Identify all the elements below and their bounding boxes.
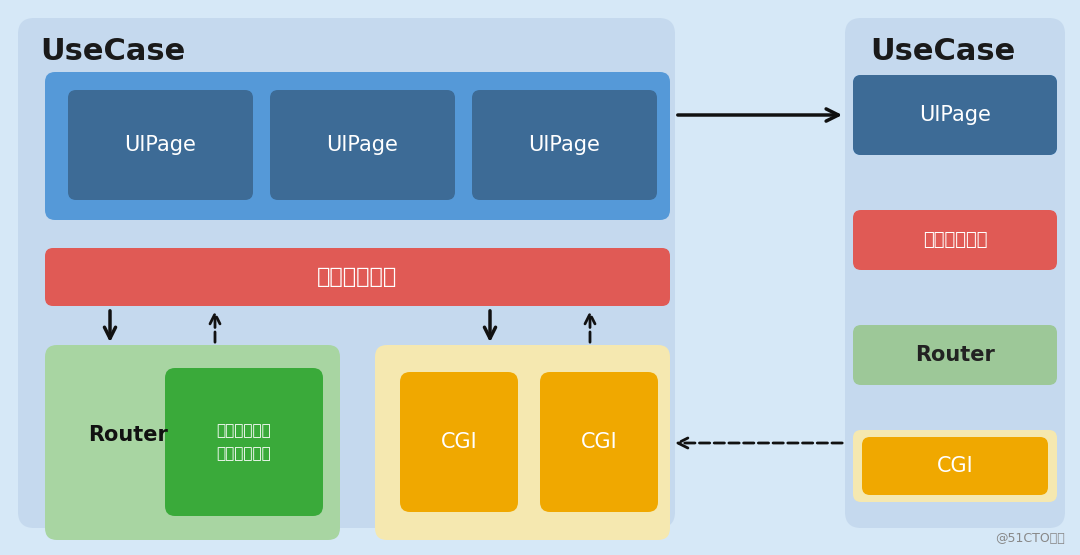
Text: CGI: CGI [441, 432, 477, 452]
Text: UIPage: UIPage [528, 135, 600, 155]
Text: CGI: CGI [936, 456, 973, 476]
FancyBboxPatch shape [45, 345, 340, 540]
FancyBboxPatch shape [845, 18, 1065, 528]
FancyBboxPatch shape [853, 75, 1057, 155]
Text: UIPage: UIPage [919, 105, 991, 125]
Text: CGI: CGI [581, 432, 618, 452]
FancyBboxPatch shape [45, 72, 670, 220]
FancyBboxPatch shape [165, 368, 323, 516]
FancyBboxPatch shape [853, 430, 1057, 502]
Text: Router: Router [915, 345, 995, 365]
Text: 业务流程遑辑: 业务流程遑辑 [922, 231, 987, 249]
FancyBboxPatch shape [862, 437, 1048, 495]
Text: Router: Router [87, 425, 167, 445]
FancyBboxPatch shape [68, 90, 253, 200]
Text: 统一中间环节
错误处理机制: 统一中间环节 错误处理机制 [217, 423, 271, 461]
Text: UseCase: UseCase [870, 38, 1015, 67]
FancyBboxPatch shape [375, 345, 670, 540]
FancyBboxPatch shape [45, 248, 670, 306]
FancyBboxPatch shape [270, 90, 455, 200]
FancyBboxPatch shape [853, 75, 1057, 155]
Text: 业务流程遑辑: 业务流程遑辑 [316, 267, 397, 287]
Text: UIPage: UIPage [326, 135, 399, 155]
FancyBboxPatch shape [853, 325, 1057, 385]
Text: UIPage: UIPage [124, 135, 197, 155]
FancyBboxPatch shape [540, 372, 658, 512]
FancyBboxPatch shape [18, 18, 675, 528]
FancyBboxPatch shape [472, 90, 657, 200]
Text: UseCase: UseCase [40, 38, 186, 67]
FancyBboxPatch shape [853, 210, 1057, 270]
Text: @51CTO博客: @51CTO博客 [996, 532, 1065, 545]
FancyBboxPatch shape [400, 372, 518, 512]
